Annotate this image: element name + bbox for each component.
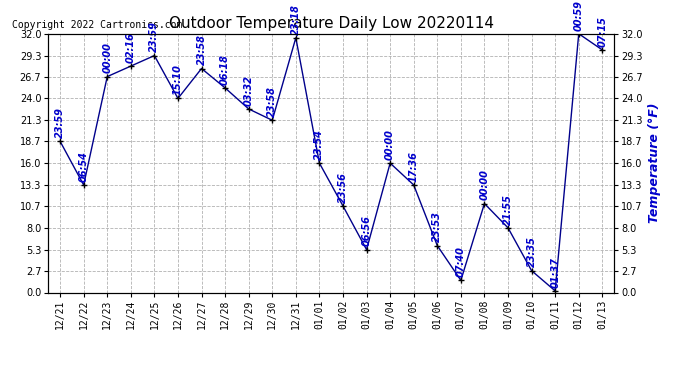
Title: Outdoor Temperature Daily Low 20220114: Outdoor Temperature Daily Low 20220114 [168, 16, 494, 31]
Text: 00:59: 00:59 [574, 0, 584, 30]
Text: 23:59: 23:59 [55, 107, 65, 138]
Text: Copyright 2022 Cartronics.com: Copyright 2022 Cartronics.com [12, 20, 182, 30]
Text: 23:35: 23:35 [526, 237, 537, 267]
Text: 21:55: 21:55 [503, 194, 513, 225]
Text: 23:58: 23:58 [267, 86, 277, 117]
Text: 01:37: 01:37 [550, 257, 560, 288]
Text: 06:18: 06:18 [220, 54, 230, 85]
Text: 23:54: 23:54 [315, 129, 324, 160]
Text: 06:54: 06:54 [79, 151, 88, 182]
Text: 15:10: 15:10 [173, 64, 183, 95]
Text: 00:00: 00:00 [102, 42, 112, 74]
Text: 07:15: 07:15 [598, 16, 607, 47]
Text: 23:53: 23:53 [433, 211, 442, 242]
Text: 23:18: 23:18 [291, 4, 301, 34]
Y-axis label: Temperature (°F): Temperature (°F) [648, 103, 661, 224]
Text: 02:16: 02:16 [126, 32, 136, 63]
Text: 00:00: 00:00 [480, 170, 489, 200]
Text: 23:59: 23:59 [150, 21, 159, 53]
Text: 23:58: 23:58 [197, 34, 206, 65]
Text: 23:56: 23:56 [338, 172, 348, 203]
Text: 07:40: 07:40 [456, 246, 466, 277]
Text: 17:36: 17:36 [408, 151, 419, 182]
Text: 00:00: 00:00 [385, 129, 395, 160]
Text: 03:32: 03:32 [244, 75, 254, 106]
Text: 06:56: 06:56 [362, 216, 371, 246]
